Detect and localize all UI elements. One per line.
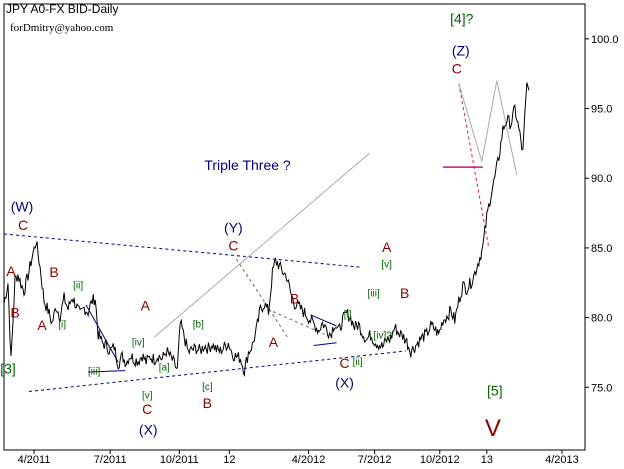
wave-label: [iii] <box>88 367 100 378</box>
wave-label: A <box>269 334 279 350</box>
trend-line <box>3 233 363 268</box>
wave-label: C <box>142 401 152 417</box>
wave-label: [5] <box>487 383 503 399</box>
wave-label: C <box>340 355 350 371</box>
y-tick-label: 75.0 <box>591 382 612 394</box>
wave-label: A <box>382 239 392 255</box>
trend-line <box>153 152 370 338</box>
wave-label: [v] <box>381 259 392 270</box>
wave-label: A <box>37 317 47 333</box>
x-tick-label: 10/2011 <box>160 454 199 466</box>
y-tick-label: 95.0 <box>591 104 612 116</box>
y-tick-label: 90.0 <box>591 173 612 185</box>
x-tick-label: 7/2011 <box>94 454 127 466</box>
wave-label: [i] <box>344 310 352 321</box>
wave-label: [4]? <box>450 11 474 27</box>
wave-label: (Y) <box>224 220 243 236</box>
trend-line <box>235 258 288 338</box>
wave-label: [c] <box>202 382 213 393</box>
chart-title: JPY A0-FX BID-Daily <box>6 2 119 16</box>
wave-label: [b] <box>193 319 204 330</box>
wave-label: C <box>228 238 238 254</box>
wave-label: [iii] <box>368 289 380 300</box>
annotation-main-text: Triple Three ? <box>204 157 291 173</box>
wave-label: [ii] <box>73 280 83 291</box>
wave-label: A <box>6 263 16 279</box>
y-tick-label: 80.0 <box>591 313 612 325</box>
wave-label: B <box>400 285 409 301</box>
wave-label: C <box>452 61 462 77</box>
wave-label: [v] <box>142 390 153 401</box>
wave-label: [iv]? <box>373 331 392 342</box>
wave-label: B <box>290 291 299 307</box>
x-tick-label: 4/2013 <box>545 454 579 466</box>
x-tick-label: 10/2012 <box>420 454 460 466</box>
x-tick-label: 4/2011 <box>18 454 51 466</box>
wave-label: [ii] <box>353 357 363 368</box>
wave-label: B <box>49 264 58 280</box>
wave-label: [i] <box>58 319 66 330</box>
wave-label: C <box>18 217 28 233</box>
x-tick-label: 7/2012 <box>358 454 392 466</box>
wave-label: (X) <box>335 374 354 390</box>
wave-label: B <box>203 395 212 411</box>
trend-line <box>88 370 126 373</box>
wave-label: (X) <box>139 422 158 438</box>
wave-label: A <box>141 298 151 314</box>
wave-label: V <box>485 415 501 442</box>
trend-line <box>310 314 337 327</box>
x-tick-label: 4/2012 <box>292 454 326 466</box>
trend-line <box>267 308 325 335</box>
y-tick-label: 100.0 <box>591 34 619 46</box>
wave-label: [a] <box>159 363 170 374</box>
wave-label: (W) <box>11 199 34 215</box>
x-tick-label: 13 <box>481 454 493 466</box>
wave-label: B <box>10 305 19 321</box>
trend-line <box>313 342 337 346</box>
price-series <box>3 82 530 377</box>
x-tick-label: 12 <box>223 454 235 466</box>
author-email: forDmitry@yahoo.com <box>10 22 114 34</box>
plot-frame <box>3 3 586 451</box>
wave-label: (Z) <box>452 43 470 59</box>
trend-line <box>458 83 490 248</box>
wave-label: [3] <box>0 360 16 376</box>
trend-line <box>458 80 518 176</box>
trend-line <box>85 304 119 363</box>
y-tick-label: 85.0 <box>591 243 612 255</box>
wave-label: [iv] <box>132 337 145 348</box>
